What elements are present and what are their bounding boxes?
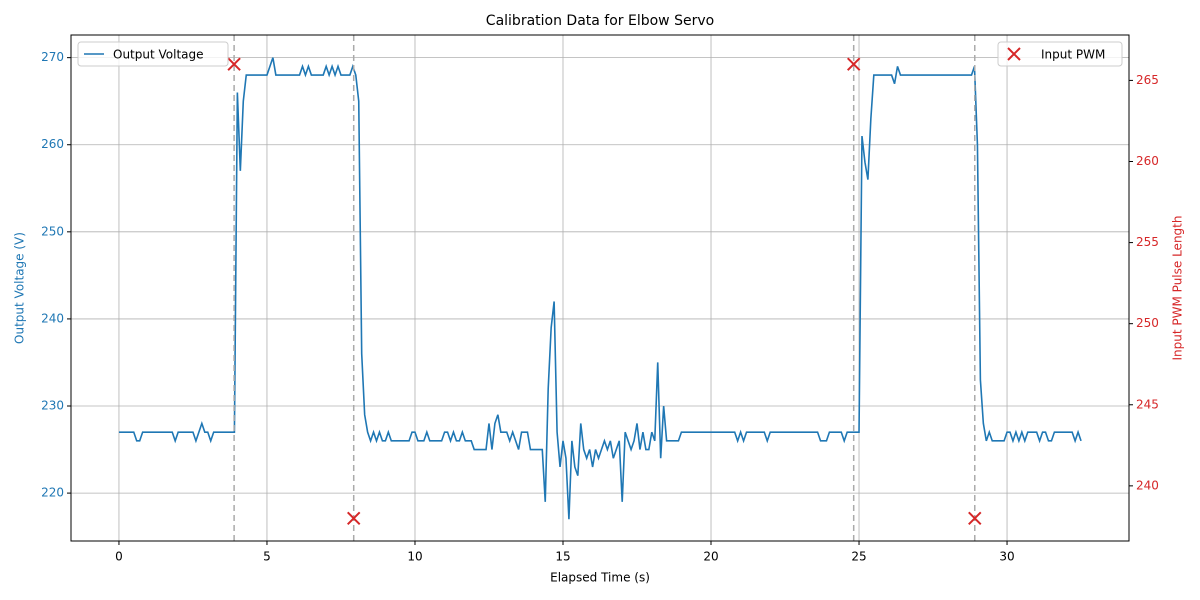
legend-box xyxy=(77,41,229,67)
plot-frame xyxy=(70,34,1130,542)
data-line xyxy=(118,57,1082,520)
x-tick-label: 15 xyxy=(555,550,570,564)
x-axis-label: Elapsed Time (s) xyxy=(550,571,650,585)
x-tick-label: 0 xyxy=(115,550,123,564)
y2-tick-label: 240 xyxy=(1136,478,1159,492)
scatter-marker xyxy=(227,57,241,71)
legend-label: Output Voltage xyxy=(113,48,204,62)
y-tick-label: 230 xyxy=(41,399,64,413)
scatter-marker xyxy=(968,511,982,526)
x-tick-label: 10 xyxy=(407,550,422,564)
y2-tick-label: 250 xyxy=(1136,316,1159,330)
y2-axis-label: Input PWM Pulse Length xyxy=(1171,216,1185,361)
legend-box xyxy=(997,41,1123,67)
y-tick-label: 250 xyxy=(41,224,64,238)
x-tick-label: 20 xyxy=(703,550,718,564)
y2-tick-label: 265 xyxy=(1136,73,1159,87)
y-tick-label: 220 xyxy=(41,486,64,500)
y-tick-label: 240 xyxy=(41,311,64,325)
x-tick-label: 30 xyxy=(999,550,1014,564)
x-tick-label: 5 xyxy=(263,550,271,564)
y-tick-label: 270 xyxy=(41,50,64,64)
y-axis-label: Output Voltage (V) xyxy=(13,232,27,344)
scatter-marker xyxy=(846,57,861,71)
y-tick-label: 260 xyxy=(41,137,64,151)
x-tick-label: 25 xyxy=(851,550,866,564)
y2-tick-label: 245 xyxy=(1136,397,1159,411)
legend-label: Input PWM xyxy=(1041,48,1105,62)
legend-swatch xyxy=(1007,47,1021,61)
y2-tick-label: 260 xyxy=(1136,154,1159,168)
scatter-marker xyxy=(346,511,361,526)
y2-tick-label: 255 xyxy=(1136,235,1159,249)
chart-title: Calibration Data for Elbow Servo xyxy=(486,13,714,29)
